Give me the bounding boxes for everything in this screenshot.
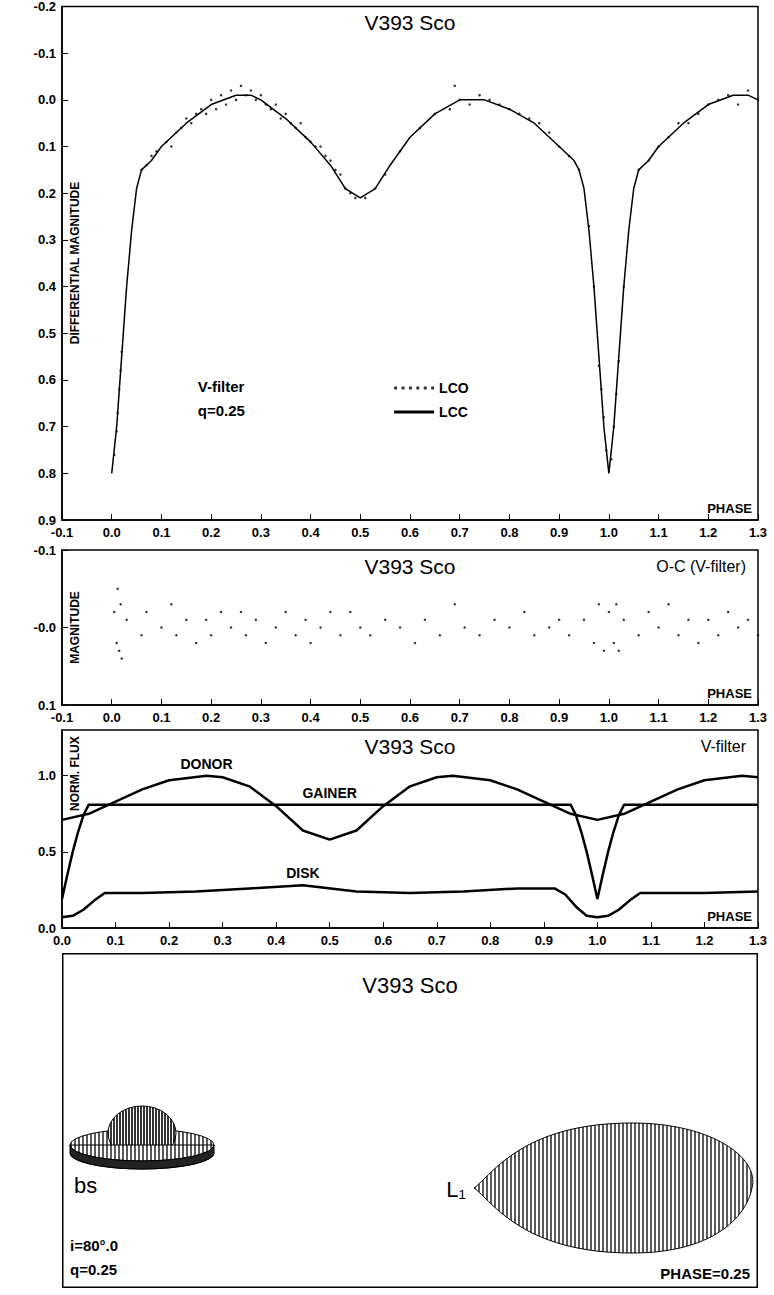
svg-text:0.3: 0.3 bbox=[214, 933, 232, 948]
svg-text:1.2: 1.2 bbox=[699, 525, 717, 540]
svg-text:0.7: 0.7 bbox=[428, 933, 446, 948]
svg-text:LCC: LCC bbox=[439, 404, 468, 420]
svg-text:V393 Sco: V393 Sco bbox=[364, 555, 455, 578]
svg-text:1.1: 1.1 bbox=[642, 933, 660, 948]
svg-text:0.0: 0.0 bbox=[103, 710, 121, 725]
svg-text:0.6: 0.6 bbox=[401, 710, 419, 725]
svg-text:0.0: 0.0 bbox=[53, 933, 71, 948]
svg-text:0.9: 0.9 bbox=[550, 525, 568, 540]
svg-text:1.3: 1.3 bbox=[749, 933, 767, 948]
svg-text:0.0: 0.0 bbox=[103, 525, 121, 540]
svg-text:0.2: 0.2 bbox=[202, 710, 220, 725]
svg-text:0.5: 0.5 bbox=[321, 933, 339, 948]
svg-text:0.8: 0.8 bbox=[500, 525, 518, 540]
svg-text:GAINER: GAINER bbox=[302, 785, 356, 801]
svg-text:DISK: DISK bbox=[286, 865, 319, 881]
svg-text:V393 Sco: V393 Sco bbox=[364, 11, 455, 34]
svg-text:-0.0: -0.0 bbox=[34, 620, 56, 635]
svg-text:O-C (V-filter): O-C (V-filter) bbox=[656, 558, 746, 575]
svg-text:0.2: 0.2 bbox=[160, 933, 178, 948]
svg-text:1.1: 1.1 bbox=[650, 710, 668, 725]
svg-text:0.1: 0.1 bbox=[152, 710, 170, 725]
svg-text:1.2: 1.2 bbox=[699, 710, 717, 725]
svg-text:0.2: 0.2 bbox=[202, 525, 220, 540]
svg-text:DIFFERENTIAL MAGNITUDE: DIFFERENTIAL MAGNITUDE bbox=[68, 182, 82, 344]
svg-text:-0.1: -0.1 bbox=[34, 543, 56, 558]
svg-text:MAGNITUDE: MAGNITUDE bbox=[68, 591, 82, 664]
svg-text:-0.1: -0.1 bbox=[51, 710, 73, 725]
svg-text:1.0: 1.0 bbox=[588, 933, 606, 948]
svg-text:0.0: 0.0 bbox=[38, 92, 56, 107]
svg-text:i=80°.0: i=80°.0 bbox=[70, 1237, 118, 1254]
svg-text:0.4: 0.4 bbox=[302, 710, 321, 725]
svg-text:V-filter: V-filter bbox=[198, 378, 245, 395]
svg-text:1.2: 1.2 bbox=[695, 933, 713, 948]
svg-text:q=0.25: q=0.25 bbox=[70, 1261, 117, 1278]
svg-text:0.7: 0.7 bbox=[38, 419, 56, 434]
svg-text:0.8: 0.8 bbox=[38, 466, 56, 481]
svg-text:bs: bs bbox=[74, 1173, 97, 1198]
svg-text:L₁: L₁ bbox=[446, 1177, 466, 1202]
svg-text:0.6: 0.6 bbox=[38, 372, 56, 387]
svg-text:-0.1: -0.1 bbox=[51, 525, 73, 540]
svg-text:0.5: 0.5 bbox=[38, 844, 56, 859]
svg-text:V393 Sco: V393 Sco bbox=[362, 973, 457, 998]
svg-text:0.9: 0.9 bbox=[37, 512, 56, 528]
svg-text:0.4: 0.4 bbox=[38, 279, 57, 294]
svg-text:0.6: 0.6 bbox=[401, 525, 419, 540]
svg-text:0.1: 0.1 bbox=[152, 525, 170, 540]
svg-text:0.3: 0.3 bbox=[38, 232, 56, 247]
svg-text:1.3: 1.3 bbox=[749, 710, 767, 725]
svg-text:0.1: 0.1 bbox=[38, 139, 56, 154]
svg-text:0.7: 0.7 bbox=[451, 710, 469, 725]
svg-text:V-filter: V-filter bbox=[701, 738, 747, 755]
svg-text:0.1: 0.1 bbox=[106, 933, 124, 948]
svg-text:1.1: 1.1 bbox=[650, 525, 668, 540]
svg-text:0.9: 0.9 bbox=[535, 933, 553, 948]
svg-text:q=0.25: q=0.25 bbox=[198, 402, 245, 419]
svg-text:1.0: 1.0 bbox=[600, 525, 618, 540]
svg-text:0.5: 0.5 bbox=[38, 326, 56, 341]
svg-text:0.8: 0.8 bbox=[500, 710, 518, 725]
svg-text:-0.2: -0.2 bbox=[34, 0, 56, 14]
svg-text:PHASE: PHASE bbox=[707, 686, 752, 701]
svg-text:0.4: 0.4 bbox=[302, 525, 321, 540]
svg-text:1.3: 1.3 bbox=[749, 525, 767, 540]
svg-text:0.9: 0.9 bbox=[550, 710, 568, 725]
svg-text:1.0: 1.0 bbox=[600, 710, 618, 725]
svg-text:DONOR: DONOR bbox=[180, 756, 232, 772]
svg-text:LCO: LCO bbox=[439, 380, 469, 396]
svg-text:0.5: 0.5 bbox=[351, 710, 369, 725]
svg-text:0.3: 0.3 bbox=[252, 525, 270, 540]
svg-text:PHASE: PHASE bbox=[707, 501, 752, 516]
svg-text:0.6: 0.6 bbox=[374, 933, 392, 948]
svg-text:0.8: 0.8 bbox=[481, 933, 499, 948]
svg-text:0.1: 0.1 bbox=[37, 697, 56, 713]
svg-text:1.0: 1.0 bbox=[38, 768, 56, 783]
svg-text:0.4: 0.4 bbox=[267, 933, 286, 948]
svg-text:NORM. FLUX: NORM. FLUX bbox=[68, 736, 82, 811]
svg-text:0.5: 0.5 bbox=[351, 525, 369, 540]
svg-text:V393 Sco: V393 Sco bbox=[364, 735, 455, 758]
svg-text:-0.1: -0.1 bbox=[34, 46, 56, 61]
svg-text:PHASE: PHASE bbox=[707, 909, 752, 924]
svg-text:0.2: 0.2 bbox=[38, 186, 56, 201]
svg-text:0.3: 0.3 bbox=[252, 710, 270, 725]
svg-text:PHASE=0.25: PHASE=0.25 bbox=[660, 1265, 750, 1282]
svg-text:0.7: 0.7 bbox=[451, 525, 469, 540]
svg-text:0.0: 0.0 bbox=[37, 920, 56, 936]
